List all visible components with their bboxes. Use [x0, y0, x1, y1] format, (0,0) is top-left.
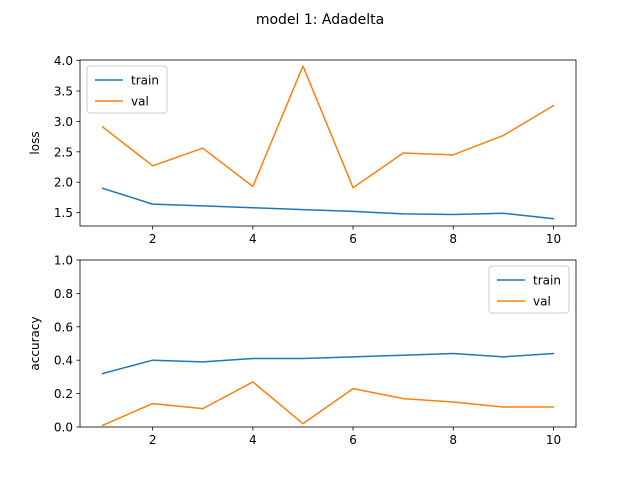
- accuracy-x-tick-label: 6: [349, 433, 357, 447]
- accuracy-y-tick-label: 0.6: [54, 320, 73, 334]
- accuracy-subplot: 2 4 6 8 10 0.0 0.2 0.4 0.6 0.8 1.0 accuracy train val: [28, 254, 577, 447]
- accuracy-y-axis-label: accuracy: [28, 316, 42, 370]
- loss-legend-label-val: val: [131, 95, 149, 109]
- loss-series-train-line: [101, 187, 555, 220]
- accuracy-x-tick-label: 2: [149, 433, 157, 447]
- loss-y-axis-label: loss: [28, 131, 42, 154]
- accuracy-y-tick-label: 0.2: [54, 387, 73, 401]
- loss-x-tick-label: 4: [249, 232, 257, 246]
- loss-axes-frame: [79, 59, 577, 227]
- accuracy-series-val-line: [101, 381, 555, 427]
- accuracy-x-tick-label: 8: [449, 433, 457, 447]
- loss-y-tick-label: 1.5: [54, 206, 73, 220]
- loss-x-tick-label: 10: [546, 232, 561, 246]
- accuracy-legend-label-train: train: [533, 274, 561, 288]
- loss-y-tick-label: 3.5: [54, 85, 73, 99]
- accuracy-y-tick-label: 0.4: [54, 354, 73, 368]
- loss-y-tick-label: 3.0: [54, 115, 73, 129]
- accuracy-legend: train val: [488, 265, 570, 314]
- loss-x-tick-label: 6: [349, 232, 357, 246]
- accuracy-x-tick-label: 4: [249, 433, 257, 447]
- accuracy-series-train-line: [101, 352, 555, 375]
- accuracy-y-tick-label: 0.8: [54, 287, 73, 301]
- figure-title: model 1: Adadelta: [256, 12, 384, 28]
- loss-legend-label-train: train: [131, 74, 159, 88]
- loss-y-tick-label: 2.5: [54, 145, 73, 159]
- loss-y-tick-label: 4.0: [54, 54, 73, 68]
- loss-y-tick-label: 2.0: [54, 176, 73, 190]
- loss-x-tick-label: 8: [449, 232, 457, 246]
- loss-series-val-line: [101, 65, 555, 189]
- accuracy-x-tick-label: 10: [546, 433, 561, 447]
- accuracy-legend-label-val: val: [533, 295, 551, 309]
- accuracy-y-tick-label: 1.0: [54, 254, 73, 268]
- loss-subplot: 2 4 6 8 10 1.5 2.0 2.5 3.0 3.5 4.0 loss train val: [28, 54, 577, 246]
- accuracy-y-tick-label: 0.0: [54, 421, 73, 435]
- accuracy-axes-frame: [79, 259, 577, 428]
- loss-x-tick-label: 2: [149, 232, 157, 246]
- loss-legend: train val: [86, 65, 168, 114]
